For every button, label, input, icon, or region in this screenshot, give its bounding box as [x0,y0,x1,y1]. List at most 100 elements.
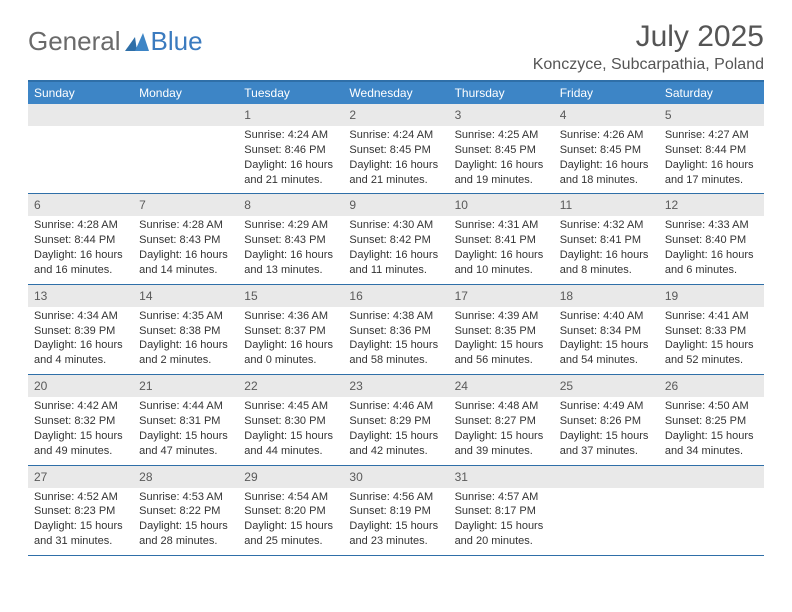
day-number-row: 15 [238,285,343,307]
day-number-row: 31 [449,466,554,488]
day-number-row: 14 [133,285,238,307]
day-number: 30 [349,470,362,484]
daylight-text: Daylight: 15 hours and 25 minutes. [244,519,337,549]
day-number-row: 9 [343,194,448,216]
calendar-cell: 27Sunrise: 4:52 AMSunset: 8:23 PMDayligh… [28,466,133,555]
calendar-cell [28,104,133,193]
day-number: 1 [244,108,251,122]
sunset-text: Sunset: 8:37 PM [244,324,337,339]
calendar-cell: 8 Sunrise: 4:29 AMSunset: 8:43 PMDaylight… [238,194,343,283]
day-number: 21 [139,379,152,393]
day-body: Sunrise: 4:40 AMSunset: 8:34 PMDaylight:… [554,307,659,374]
calendar-cell: 5Sunrise: 4:27 AMSunset: 8:44 PMDaylight… [659,104,764,193]
day-body: Sunrise: 4:52 AMSunset: 8:23 PMDaylight:… [28,488,133,555]
calendar-week-row: 1 Sunrise: 4:24 AMSunset: 8:46 PMDaylight… [28,104,764,194]
day-number-row: 11 [554,194,659,216]
daylight-text: Daylight: 15 hours and 39 minutes. [455,429,548,459]
sunrise-text: Sunrise: 4:25 AM [455,128,548,143]
calendar-cell: 20Sunrise: 4:42 AMSunset: 8:32 PMDayligh… [28,375,133,464]
day-number-row: 10 [449,194,554,216]
day-number-row: 5 [659,104,764,126]
day-number: 9 [349,198,356,212]
day-number-row: 19 [659,285,764,307]
calendar-cell: 30Sunrise: 4:56 AMSunset: 8:19 PMDayligh… [343,466,448,555]
daylight-text: Daylight: 15 hours and 34 minutes. [665,429,758,459]
sunset-text: Sunset: 8:38 PM [139,324,232,339]
day-number: 4 [560,108,567,122]
sunrise-text: Sunrise: 4:52 AM [34,490,127,505]
day-body [28,126,133,186]
day-number: 25 [560,379,573,393]
sunset-text: Sunset: 8:35 PM [455,324,548,339]
sunset-text: Sunset: 8:32 PM [34,414,127,429]
sunset-text: Sunset: 8:25 PM [665,414,758,429]
calendar-grid: Sunday Monday Tuesday Wednesday Thursday… [28,80,764,556]
day-number: 24 [455,379,468,393]
day-number: 10 [455,198,468,212]
calendar-cell: 17Sunrise: 4:39 AMSunset: 8:35 PMDayligh… [449,285,554,374]
calendar-cell: 15Sunrise: 4:36 AMSunset: 8:37 PMDayligh… [238,285,343,374]
day-number: 8 [244,198,251,212]
day-number-row: 20 [28,375,133,397]
calendar-cell: 23Sunrise: 4:46 AMSunset: 8:29 PMDayligh… [343,375,448,464]
calendar-cell: 10Sunrise: 4:31 AMSunset: 8:41 PMDayligh… [449,194,554,283]
day-number-row: 12 [659,194,764,216]
sunset-text: Sunset: 8:36 PM [349,324,442,339]
sunset-text: Sunset: 8:19 PM [349,504,442,519]
calendar-cell: 11 Sunrise: 4:32 AMSunset: 8:41 PMDayligh… [554,194,659,283]
day-body [659,488,764,548]
sunset-text: Sunset: 8:43 PM [139,233,232,248]
day-header: Monday [133,82,238,104]
calendar-cell: 7Sunrise: 4:28 AMSunset: 8:43 PMDaylight… [133,194,238,283]
day-number-row: 6 [28,194,133,216]
day-number-row: 28 [133,466,238,488]
day-body: Sunrise: 4:29 AMSunset: 8:43 PMDaylight:… [238,216,343,283]
day-number-row: 13 [28,285,133,307]
day-body: Sunrise: 4:44 AMSunset: 8:31 PMDaylight:… [133,397,238,464]
daylight-text: Daylight: 15 hours and 31 minutes. [34,519,127,549]
day-body [554,488,659,548]
calendar-cell: 1 Sunrise: 4:24 AMSunset: 8:46 PMDaylight… [238,104,343,193]
day-header: Tuesday [238,82,343,104]
sunset-text: Sunset: 8:17 PM [455,504,548,519]
day-number-row [133,104,238,126]
sunrise-text: Sunrise: 4:26 AM [560,128,653,143]
day-body: Sunrise: 4:27 AMSunset: 8:44 PMDaylight:… [659,126,764,193]
day-number-row: 16 [343,285,448,307]
day-number-row: 7 [133,194,238,216]
day-number-row: 27 [28,466,133,488]
sunset-text: Sunset: 8:29 PM [349,414,442,429]
day-number-row: 24 [449,375,554,397]
day-number: 11 [560,198,572,212]
calendar-cell: 16 Sunrise: 4:38 AMSunset: 8:36 PMDayligh… [343,285,448,374]
day-header: Wednesday [343,82,448,104]
sunrise-text: Sunrise: 4:38 AM [349,309,442,324]
calendar-cell: 25Sunrise: 4:49 AMSunset: 8:26 PMDayligh… [554,375,659,464]
calendar-cell: 14Sunrise: 4:35 AMSunset: 8:38 PMDayligh… [133,285,238,374]
day-number: 19 [665,289,678,303]
sunset-text: Sunset: 8:46 PM [244,143,337,158]
day-number: 16 [349,289,362,303]
day-body: Sunrise: 4:24 AMSunset: 8:46 PMDaylight:… [238,126,343,193]
sunset-text: Sunset: 8:44 PM [665,143,758,158]
day-number-row: 25 [554,375,659,397]
location-text: Konczyce, Subcarpathia, Poland [533,56,764,74]
sunset-text: Sunset: 8:41 PM [560,233,653,248]
day-number: 7 [139,198,146,212]
daylight-text: Daylight: 15 hours and 58 minutes. [349,338,442,368]
sunset-text: Sunset: 8:31 PM [139,414,232,429]
calendar-cell: 28Sunrise: 4:53 AMSunset: 8:22 PMDayligh… [133,466,238,555]
sunset-text: Sunset: 8:23 PM [34,504,127,519]
header-row: General Blue July 2025 Konczyce, Subcarp… [28,20,764,74]
day-body: Sunrise: 4:42 AMSunset: 8:32 PMDaylight:… [28,397,133,464]
day-number: 12 [665,198,678,212]
day-number-row: 29 [238,466,343,488]
sunrise-text: Sunrise: 4:45 AM [244,399,337,414]
calendar-cell: 13Sunrise: 4:34 AMSunset: 8:39 PMDayligh… [28,285,133,374]
day-body: Sunrise: 4:28 AMSunset: 8:44 PMDaylight:… [28,216,133,283]
day-body: Sunrise: 4:32 AMSunset: 8:41 PMDaylight:… [554,216,659,283]
day-number-row [554,466,659,488]
sunrise-text: Sunrise: 4:29 AM [244,218,337,233]
day-body: Sunrise: 4:30 AMSunset: 8:42 PMDaylight:… [343,216,448,283]
sunrise-text: Sunrise: 4:33 AM [665,218,758,233]
